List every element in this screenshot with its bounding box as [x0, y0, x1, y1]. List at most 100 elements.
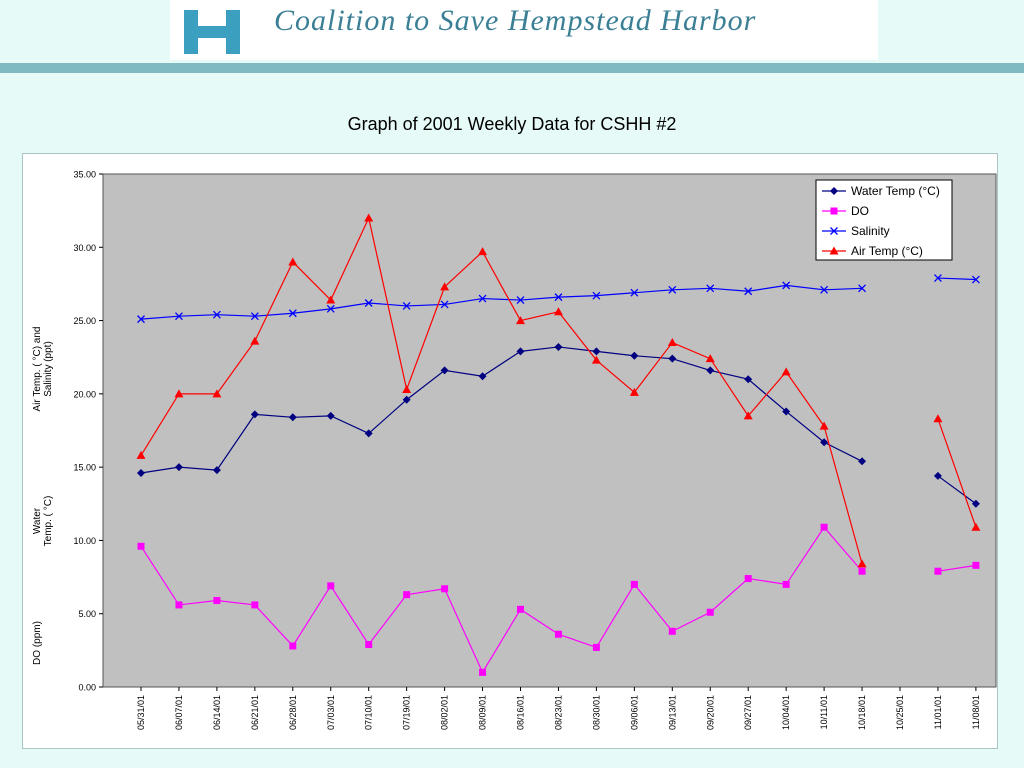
data-point-air-temp-c [743, 411, 753, 420]
data-point-air-temp-c [857, 559, 867, 568]
data-point-air-temp-c [971, 522, 981, 531]
data-point-water-temp-c [174, 463, 183, 472]
data-point-air-temp-c [212, 389, 222, 398]
x-tick-label: 09/13/01 [667, 695, 677, 730]
hh-monogram-logo [184, 10, 240, 54]
data-point-air-temp-c [629, 387, 639, 396]
x-tick-label: 08/30/01 [591, 695, 601, 730]
legend-entry: Salinity [851, 224, 890, 238]
legend-entry: Water Temp (°C) [851, 184, 940, 198]
data-point-air-temp-c [553, 307, 563, 316]
data-point-do [820, 523, 828, 531]
data-point-do [327, 582, 335, 590]
y-tick-label: 15.00 [73, 463, 96, 473]
data-point-salinity [592, 291, 601, 300]
data-point-do [972, 561, 980, 569]
x-tick-label: 06/07/01 [174, 695, 184, 730]
series-line-water-temp-c [140, 346, 977, 505]
data-point-do [706, 608, 714, 616]
y-tick-label: 20.00 [73, 389, 96, 399]
x-tick-label: 08/02/01 [440, 695, 450, 730]
data-point-do [175, 601, 183, 609]
data-point-do [213, 597, 221, 605]
data-point-salinity [440, 300, 449, 309]
legend-box [815, 179, 953, 261]
data-point-do [858, 567, 866, 575]
data-point-air-temp-c [667, 338, 677, 347]
y-tick-label: 10.00 [73, 536, 96, 546]
legend-marker [830, 207, 838, 215]
data-point-air-temp-c [288, 257, 298, 266]
data-point-do [137, 542, 145, 550]
data-point-do [934, 567, 942, 575]
data-point-salinity [516, 296, 525, 305]
data-point-water-temp-c [782, 407, 791, 416]
x-tick-label: 10/25/01 [895, 695, 905, 730]
data-point-salinity [554, 293, 563, 302]
x-tick-label: 05/31/01 [136, 695, 146, 730]
data-point-do [441, 585, 449, 593]
data-point-water-temp-c [858, 457, 867, 466]
x-tick-label: 06/14/01 [212, 695, 222, 730]
data-point-air-temp-c [516, 316, 525, 325]
data-point-do [744, 575, 752, 583]
data-point-salinity [668, 285, 677, 294]
data-point-salinity [137, 315, 145, 324]
data-point-do [630, 580, 638, 588]
data-point-salinity [478, 294, 487, 303]
data-point-water-temp-c [516, 347, 525, 356]
data-point-water-temp-c [478, 372, 487, 381]
x-tick-label: 06/28/01 [288, 695, 298, 730]
data-point-water-temp-c [326, 411, 335, 420]
data-point-air-temp-c [819, 421, 829, 430]
data-point-air-temp-c [781, 367, 791, 376]
data-point-salinity [744, 287, 753, 296]
x-tick-label: 07/03/01 [326, 695, 336, 730]
data-point-salinity [250, 312, 259, 321]
data-point-do [517, 605, 524, 613]
data-point-water-temp-c [137, 469, 145, 478]
data-point-water-temp-c [288, 413, 297, 422]
data-point-water-temp-c [212, 466, 221, 475]
y-axis-label: Air Temp. ( °C) and [32, 327, 43, 412]
x-tick-label: 08/16/01 [516, 695, 526, 730]
x-tick-label: 10/11/01 [819, 695, 829, 729]
data-point-do [782, 580, 790, 588]
data-point-air-temp-c [402, 384, 412, 393]
x-tick-label: 10/04/01 [781, 695, 791, 730]
data-point-salinity [706, 284, 715, 293]
data-point-water-temp-c [554, 342, 563, 351]
x-tick-label: 11/08/01 [971, 695, 981, 729]
org-name: Coalition to Save Hempstead Harbor [274, 4, 757, 37]
data-point-air-temp-c [326, 295, 336, 304]
data-point-air-temp-c [440, 282, 450, 291]
y-axis-label: Temp. ( °C) [43, 496, 54, 547]
x-tick-label: 10/18/01 [857, 695, 867, 730]
data-point-salinity [288, 309, 297, 318]
data-point-salinity [933, 274, 942, 283]
data-point-water-temp-c [402, 395, 411, 404]
series-line-air-temp-c [140, 216, 977, 565]
data-point-water-temp-c [630, 351, 639, 360]
legend-marker [829, 246, 839, 255]
data-point-do [365, 640, 373, 648]
data-point-water-temp-c [592, 347, 601, 356]
y-tick-label: 5.00 [78, 609, 96, 619]
data-point-air-temp-c [250, 336, 260, 345]
legend-entry: Air Temp (°C) [851, 244, 923, 258]
x-tick-label: 07/19/01 [402, 695, 412, 730]
data-point-salinity [782, 281, 791, 290]
data-point-salinity [858, 284, 867, 293]
data-point-salinity [402, 301, 411, 310]
x-tick-label: 09/27/01 [743, 695, 753, 730]
data-point-do [668, 627, 676, 635]
data-point-water-temp-c [440, 366, 449, 375]
y-axis-label: DO (ppm) [32, 621, 43, 665]
legend-marker [830, 227, 838, 235]
y-tick-label: 25.00 [73, 316, 96, 326]
data-point-do [289, 642, 297, 650]
data-point-salinity [630, 288, 639, 297]
line-chart: 0.00 5.00 10.00 15.00 20.00 25.00 30.00 35.00 05… [32, 170, 997, 730]
y-axis-label: Salinity (ppt) [43, 341, 54, 397]
data-point-water-temp-c [706, 366, 715, 375]
